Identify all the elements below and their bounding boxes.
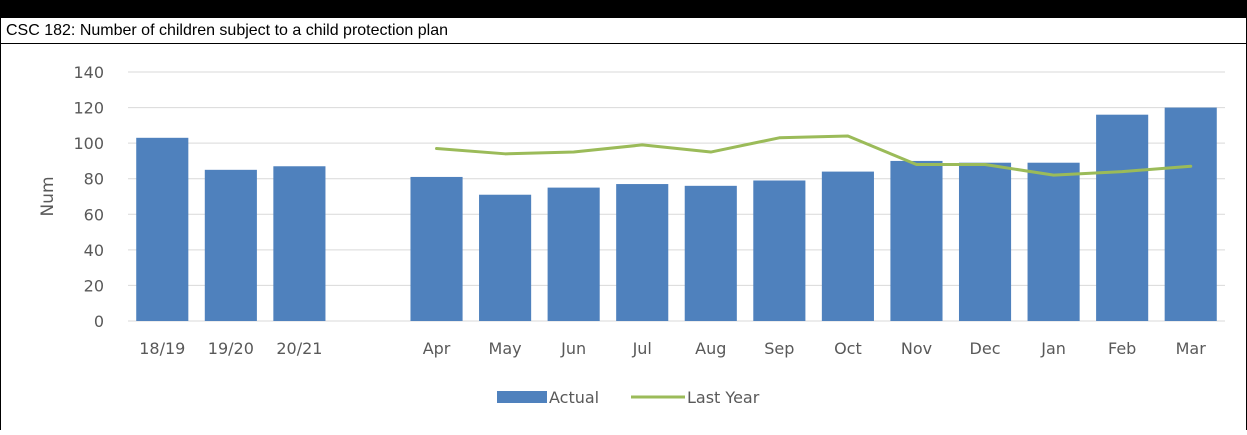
x-tick-label: Jan xyxy=(1040,339,1066,358)
x-tick-label: Mar xyxy=(1176,339,1207,358)
bar-actual xyxy=(479,194,532,321)
x-tick-label: May xyxy=(489,339,522,358)
x-tick-label: 19/20 xyxy=(208,339,254,358)
x-tick-label: Feb xyxy=(1108,339,1136,358)
bar-actual xyxy=(821,171,874,321)
y-tick-label: 0 xyxy=(94,312,104,331)
bar-actual xyxy=(1164,107,1217,321)
bar-actual xyxy=(684,185,737,321)
top-border-bar xyxy=(0,0,1247,18)
x-tick-label: 18/19 xyxy=(139,339,185,358)
y-tick-label: 140 xyxy=(73,63,104,82)
x-tick-label: Apr xyxy=(423,339,451,358)
chart-title-bar: CSC 182: Number of children subject to a… xyxy=(0,18,1247,44)
y-tick-label: 40 xyxy=(84,241,104,260)
bar-actual xyxy=(1096,114,1149,321)
chart-title: CSC 182: Number of children subject to a… xyxy=(6,22,449,39)
bar-actual xyxy=(204,169,257,321)
bar-actual xyxy=(958,162,1012,321)
legend-swatch-actual xyxy=(497,391,547,403)
y-tick-label: 60 xyxy=(84,205,104,224)
bar-actual xyxy=(136,137,189,321)
x-tick-label: Jul xyxy=(632,339,652,358)
legend-label-actual: Actual xyxy=(549,388,599,407)
x-tick-label: 20/21 xyxy=(276,339,322,358)
y-tick-label: 100 xyxy=(73,134,104,153)
bar-actual xyxy=(1027,162,1080,321)
bar-actual xyxy=(616,184,669,321)
x-tick-label: Aug xyxy=(695,339,726,358)
bar-actual xyxy=(753,180,806,321)
x-tick-label: Dec xyxy=(970,339,1001,358)
y-tick-label: 20 xyxy=(84,276,104,295)
bar-actual xyxy=(890,160,943,321)
y-tick-label: 80 xyxy=(84,170,104,189)
line-last-year xyxy=(435,134,1193,177)
bar-actual xyxy=(410,176,463,321)
bar-actual xyxy=(547,187,600,321)
x-tick-label: Oct xyxy=(834,339,862,358)
y-axis-title: Num xyxy=(38,176,58,216)
legend-label-last-year: Last Year xyxy=(687,388,760,407)
bar-actual xyxy=(273,166,326,321)
bar-line-chart: 0 20 40 60 80 100 120 140 Num 18/19 19/20 20/21 Apr M… xyxy=(38,63,1225,407)
x-tick-label: Jun xyxy=(560,339,586,358)
x-tick-label: Sep xyxy=(764,339,794,358)
chart-frame: 0 20 40 60 80 100 120 140 Num 18/19 19/20 20/21 Apr M… xyxy=(0,44,1247,430)
y-tick-label: 120 xyxy=(73,99,104,118)
x-tick-label: Nov xyxy=(901,339,932,358)
